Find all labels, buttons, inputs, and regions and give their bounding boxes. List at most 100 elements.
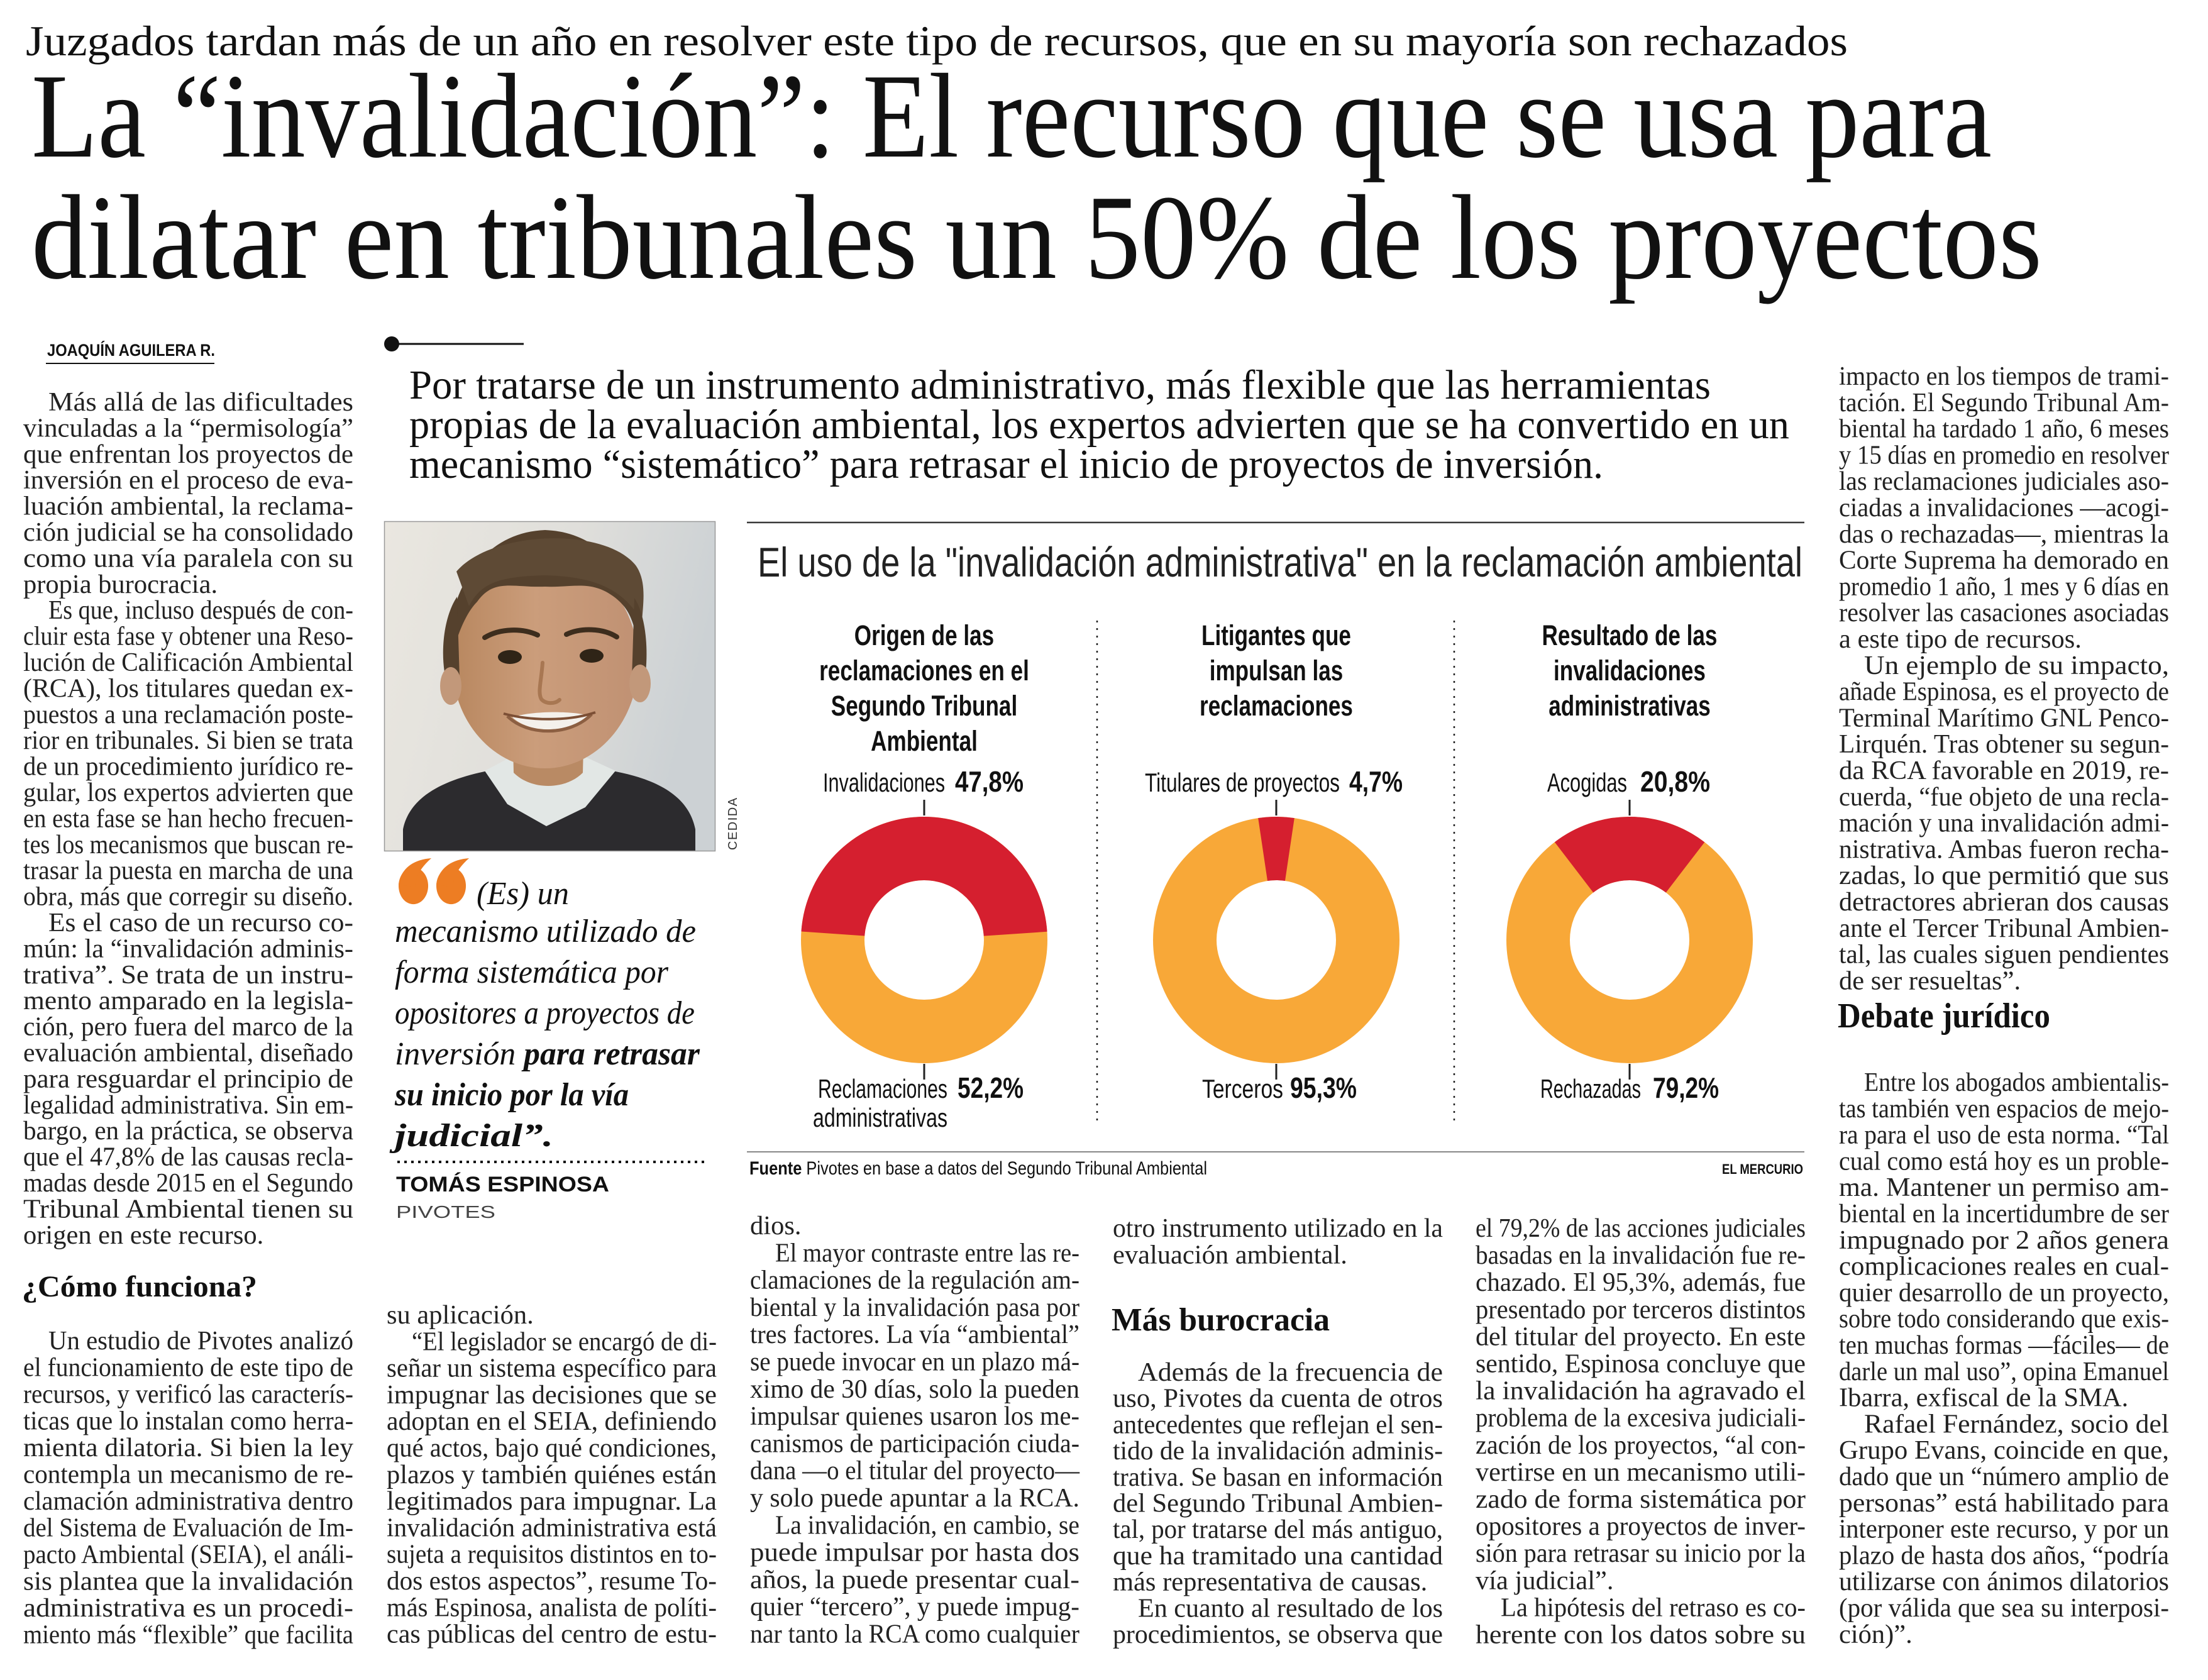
svg-text:de ser resueltas”.: de ser resueltas”. <box>1839 966 2021 995</box>
svg-text:judicial”.: judicial”. <box>389 1118 553 1154</box>
svg-text:El mayor contraste entre las r: El mayor contraste entre las re- <box>775 1238 1079 1268</box>
svg-text:del titular del proyecto. En e: del titular del proyecto. En este <box>1476 1322 1806 1351</box>
svg-text:impulsar quienes usaron los me: impulsar quienes usaron los me- <box>750 1401 1079 1431</box>
svg-text:gular, los expertos advierten: gular, los expertos advierten que <box>23 778 353 807</box>
svg-text:Resultado de las: Resultado de las <box>1542 619 1718 651</box>
svg-text:administrativas: administrativas <box>1548 690 1711 722</box>
svg-text:tas también ven espacios de me: tas también ven espacios de mejo- <box>1839 1094 2169 1124</box>
svg-text:Titulares de proyectos: Titulares de proyectos <box>1145 768 1340 797</box>
svg-text:da RCA favorable en 2019, re-: da RCA favorable en 2019, re- <box>1839 756 2169 785</box>
svg-text:mienta dilatoria. Si bien la l: mienta dilatoria. Si bien la ley <box>23 1433 354 1462</box>
svg-text:plazos y también quiénes están: plazos y también quiénes están <box>387 1460 717 1489</box>
svg-text:CEDIDA: CEDIDA <box>726 797 740 850</box>
svg-text:administrativas: administrativas <box>813 1103 947 1132</box>
svg-text:resolver las casaciones asocia: resolver las casaciones asociadas <box>1839 598 2169 627</box>
svg-text:dilatar en tribunales un 50% d: dilatar en tribunales un 50% de los proy… <box>31 170 2042 304</box>
svg-text:Tribunal Ambiental tienen su: Tribunal Ambiental tienen su <box>23 1194 353 1224</box>
svg-text:clamación administrativa dentr: clamación administrativa dentro <box>23 1486 353 1516</box>
svg-text:Más burocracia: Más burocracia <box>1112 1302 1330 1338</box>
svg-text:trativa. Se basan en informaci: trativa. Se basan en información <box>1113 1462 1443 1492</box>
svg-text:de un procedimiento jurídico r: de un procedimiento jurídico re- <box>23 752 353 782</box>
svg-text:impacto en los tiempos de tram: impacto en los tiempos de trami- <box>1839 362 2169 391</box>
svg-text:nar tanto la RCA como cualquie: nar tanto la RCA como cualquier <box>750 1620 1079 1649</box>
svg-text:forma sistemática por: forma sistemática por <box>395 954 669 990</box>
svg-text:herente con los datos sobre su: herente con los datos sobre su <box>1476 1620 1806 1650</box>
svg-text:ten muchas formas —fáciles— de: ten muchas formas —fáciles— de <box>1839 1330 2169 1360</box>
svg-text:administrativa es un procedi-: administrativa es un procedi- <box>23 1593 353 1623</box>
svg-text:vertirse en un mecanismo utili: vertirse en un mecanismo utili- <box>1476 1457 1806 1487</box>
svg-text:tación. El Segundo Tribunal Am: tación. El Segundo Tribunal Am- <box>1839 388 2169 417</box>
svg-text:Terminal Marítimo GNL Penco-: Terminal Marítimo GNL Penco- <box>1839 703 2169 732</box>
svg-text:puestos a una reclamación post: puestos a una reclamación poste- <box>23 700 353 729</box>
svg-text:La “invalidación”: El recurso: La “invalidación”: El recurso que se usa… <box>31 49 1992 183</box>
svg-text:en esta fase se han hecho frec: en esta fase se han hecho frecuen- <box>23 804 353 833</box>
svg-text:miento más “flexible” que faci: miento más “flexible” que facilita <box>23 1620 353 1650</box>
svg-text:que enfrentan los proyectos de: que enfrentan los proyectos de <box>23 439 353 469</box>
svg-text:tres factores. La vía “ambient: tres factores. La vía “ambiental” <box>750 1320 1079 1349</box>
svg-text:sentido, Espinosa concluye que: sentido, Espinosa concluye que <box>1476 1349 1806 1379</box>
svg-text:que ha tramitado una cantidad: que ha tramitado una cantidad <box>1113 1541 1443 1571</box>
svg-text:inversión en el proceso de eva: inversión en el proceso de eva- <box>23 465 353 495</box>
svg-text:su aplicación.: su aplicación. <box>387 1300 534 1330</box>
svg-text:y 15 días en promedio en resol: y 15 días en promedio en resolver <box>1839 440 2169 470</box>
svg-text:legitimados para impugnar. La: legitimados para impugnar. La <box>387 1486 717 1516</box>
svg-text:Es el caso de un recurso co-: Es el caso de un recurso co- <box>48 908 353 937</box>
svg-text:del Segundo Tribunal Ambien-: del Segundo Tribunal Ambien- <box>1113 1489 1443 1518</box>
svg-text:procedimientos, se observa que: procedimientos, se observa que <box>1113 1620 1443 1649</box>
svg-text:cluir esta fase y obtener una: cluir esta fase y obtener una Reso- <box>23 622 353 651</box>
svg-text:Un estudio de Pivotes analizó: Un estudio de Pivotes analizó <box>48 1326 353 1356</box>
svg-text:interponer este recurso, y por: interponer este recurso, y por un <box>1839 1515 2169 1544</box>
svg-text:vía judicial”.: vía judicial”. <box>1476 1566 1614 1595</box>
svg-text:ción judicial se ha consolidad: ción judicial se ha consolidado <box>23 517 353 547</box>
svg-text:adoptan en el SEIA, definiendo: adoptan en el SEIA, definiendo <box>387 1406 717 1436</box>
svg-text:nistrativa. Ambas fueron recha: nistrativa. Ambas fueron recha- <box>1839 834 2169 864</box>
svg-text:Acogidas: Acogidas <box>1547 768 1627 797</box>
svg-text:promedio 1 año, 1 mes y 6 días: promedio 1 año, 1 mes y 6 días en <box>1839 572 2169 601</box>
svg-text:Ambiental: Ambiental <box>871 725 978 757</box>
svg-text:Invalidaciones: Invalidaciones <box>823 768 945 797</box>
svg-text:reclamaciones en el: reclamaciones en el <box>819 655 1029 687</box>
svg-text:la invalidación ha agravado el: la invalidación ha agravado el <box>1476 1376 1806 1406</box>
svg-text:En cuanto al resultado de los: En cuanto al resultado de los <box>1138 1593 1443 1623</box>
svg-text:añade Espinosa, es el proyecto: añade Espinosa, es el proyecto de <box>1839 677 2169 707</box>
svg-text:ticas que lo instalan como her: ticas que lo instalan como herra- <box>23 1406 353 1436</box>
svg-text:Debate jurídico: Debate jurídico <box>1838 997 2050 1036</box>
svg-text:trativa”. Se trata de un instr: trativa”. Se trata de un instru- <box>23 960 353 990</box>
svg-text:ciadas a invalidaciones —acogi: ciadas a invalidaciones —acogi- <box>1839 493 2169 522</box>
svg-text:canismos de participación ciud: canismos de participación ciuda- <box>750 1429 1079 1458</box>
svg-text:para resguardar el principio d: para resguardar el principio de <box>23 1064 353 1093</box>
svg-text:mún: la “invalidación adminis-: mún: la “invalidación adminis- <box>23 934 353 963</box>
svg-text:cuerda, “fue objeto de una rec: cuerda, “fue objeto de una recla- <box>1839 782 2169 812</box>
svg-text:qué actos, bajo qué condicione: qué actos, bajo qué condiciones, <box>387 1434 717 1463</box>
svg-text:mecanismo “sistemático” para r: mecanismo “sistemático” para retrasar el… <box>409 441 1603 487</box>
svg-text:que el 47,8% de las causas rec: que el 47,8% de las causas recla- <box>23 1142 353 1172</box>
svg-text:otro instrumento utilizado en: otro instrumento utilizado en la <box>1113 1213 1443 1243</box>
svg-text:biental y la invalidación pasa: biental y la invalidación pasa por <box>750 1293 1079 1322</box>
svg-text:Origen de las: Origen de las <box>854 619 994 651</box>
svg-text:y solo puede apuntar a la RCA.: y solo puede apuntar a la RCA. <box>750 1483 1079 1513</box>
svg-text:Reclamaciones: Reclamaciones <box>818 1074 947 1103</box>
svg-text:TOMÁS ESPINOSA: TOMÁS ESPINOSA <box>396 1173 609 1196</box>
svg-text:4,7%: 4,7% <box>1349 765 1403 798</box>
svg-text:uso, Pivotes da cuenta de otro: uso, Pivotes da cuenta de otros <box>1113 1384 1443 1413</box>
svg-text:trasar la puesta en marcha de: trasar la puesta en marcha de una <box>23 856 353 885</box>
svg-text:(por válida que sea su interpo: (por válida que sea su interposi- <box>1839 1593 2169 1623</box>
svg-text:dos estos aspectos”, resume To: dos estos aspectos”, resume To- <box>387 1566 717 1596</box>
svg-text:complicaciones reales en cual-: complicaciones reales en cual- <box>1839 1252 2169 1281</box>
svg-text:Rechazadas: Rechazadas <box>1540 1074 1641 1103</box>
svg-text:rior en tribunales. Si bien se: rior en tribunales. Si bien se trata <box>23 726 353 755</box>
svg-text:biental en la incertidumbre de: biental en la incertidumbre de ser <box>1839 1199 2169 1229</box>
svg-text:contempla un mecanismo de re-: contempla un mecanismo de re- <box>23 1460 353 1489</box>
svg-text:EL MERCURIO: EL MERCURIO <box>1722 1161 1803 1177</box>
svg-text:Litigantes que: Litigantes que <box>1201 619 1351 651</box>
svg-text:ción)”.: ción)”. <box>1839 1620 1913 1649</box>
svg-text:problema de la excesiva judici: problema de la excesiva judiciali- <box>1476 1403 1806 1433</box>
svg-text:opositores a proyectos de inve: opositores a proyectos de inver- <box>1476 1511 1806 1541</box>
svg-text:PIVOTES: PIVOTES <box>396 1202 495 1222</box>
svg-text:95,3%: 95,3% <box>1290 1071 1357 1104</box>
svg-text:invalidación administrativa es: invalidación administrativa está <box>387 1513 717 1542</box>
svg-text:Además de la frecuencia de: Además de la frecuencia de <box>1138 1357 1443 1387</box>
svg-text:recursos, y verificó las carac: recursos, y verificó las caracterís- <box>23 1379 353 1409</box>
svg-text:tal, por tratarse del más anti: tal, por tratarse del más antiguo, <box>1113 1515 1443 1544</box>
svg-text:bargo, en la práctica, se obse: bargo, en la práctica, se observa <box>23 1116 353 1146</box>
